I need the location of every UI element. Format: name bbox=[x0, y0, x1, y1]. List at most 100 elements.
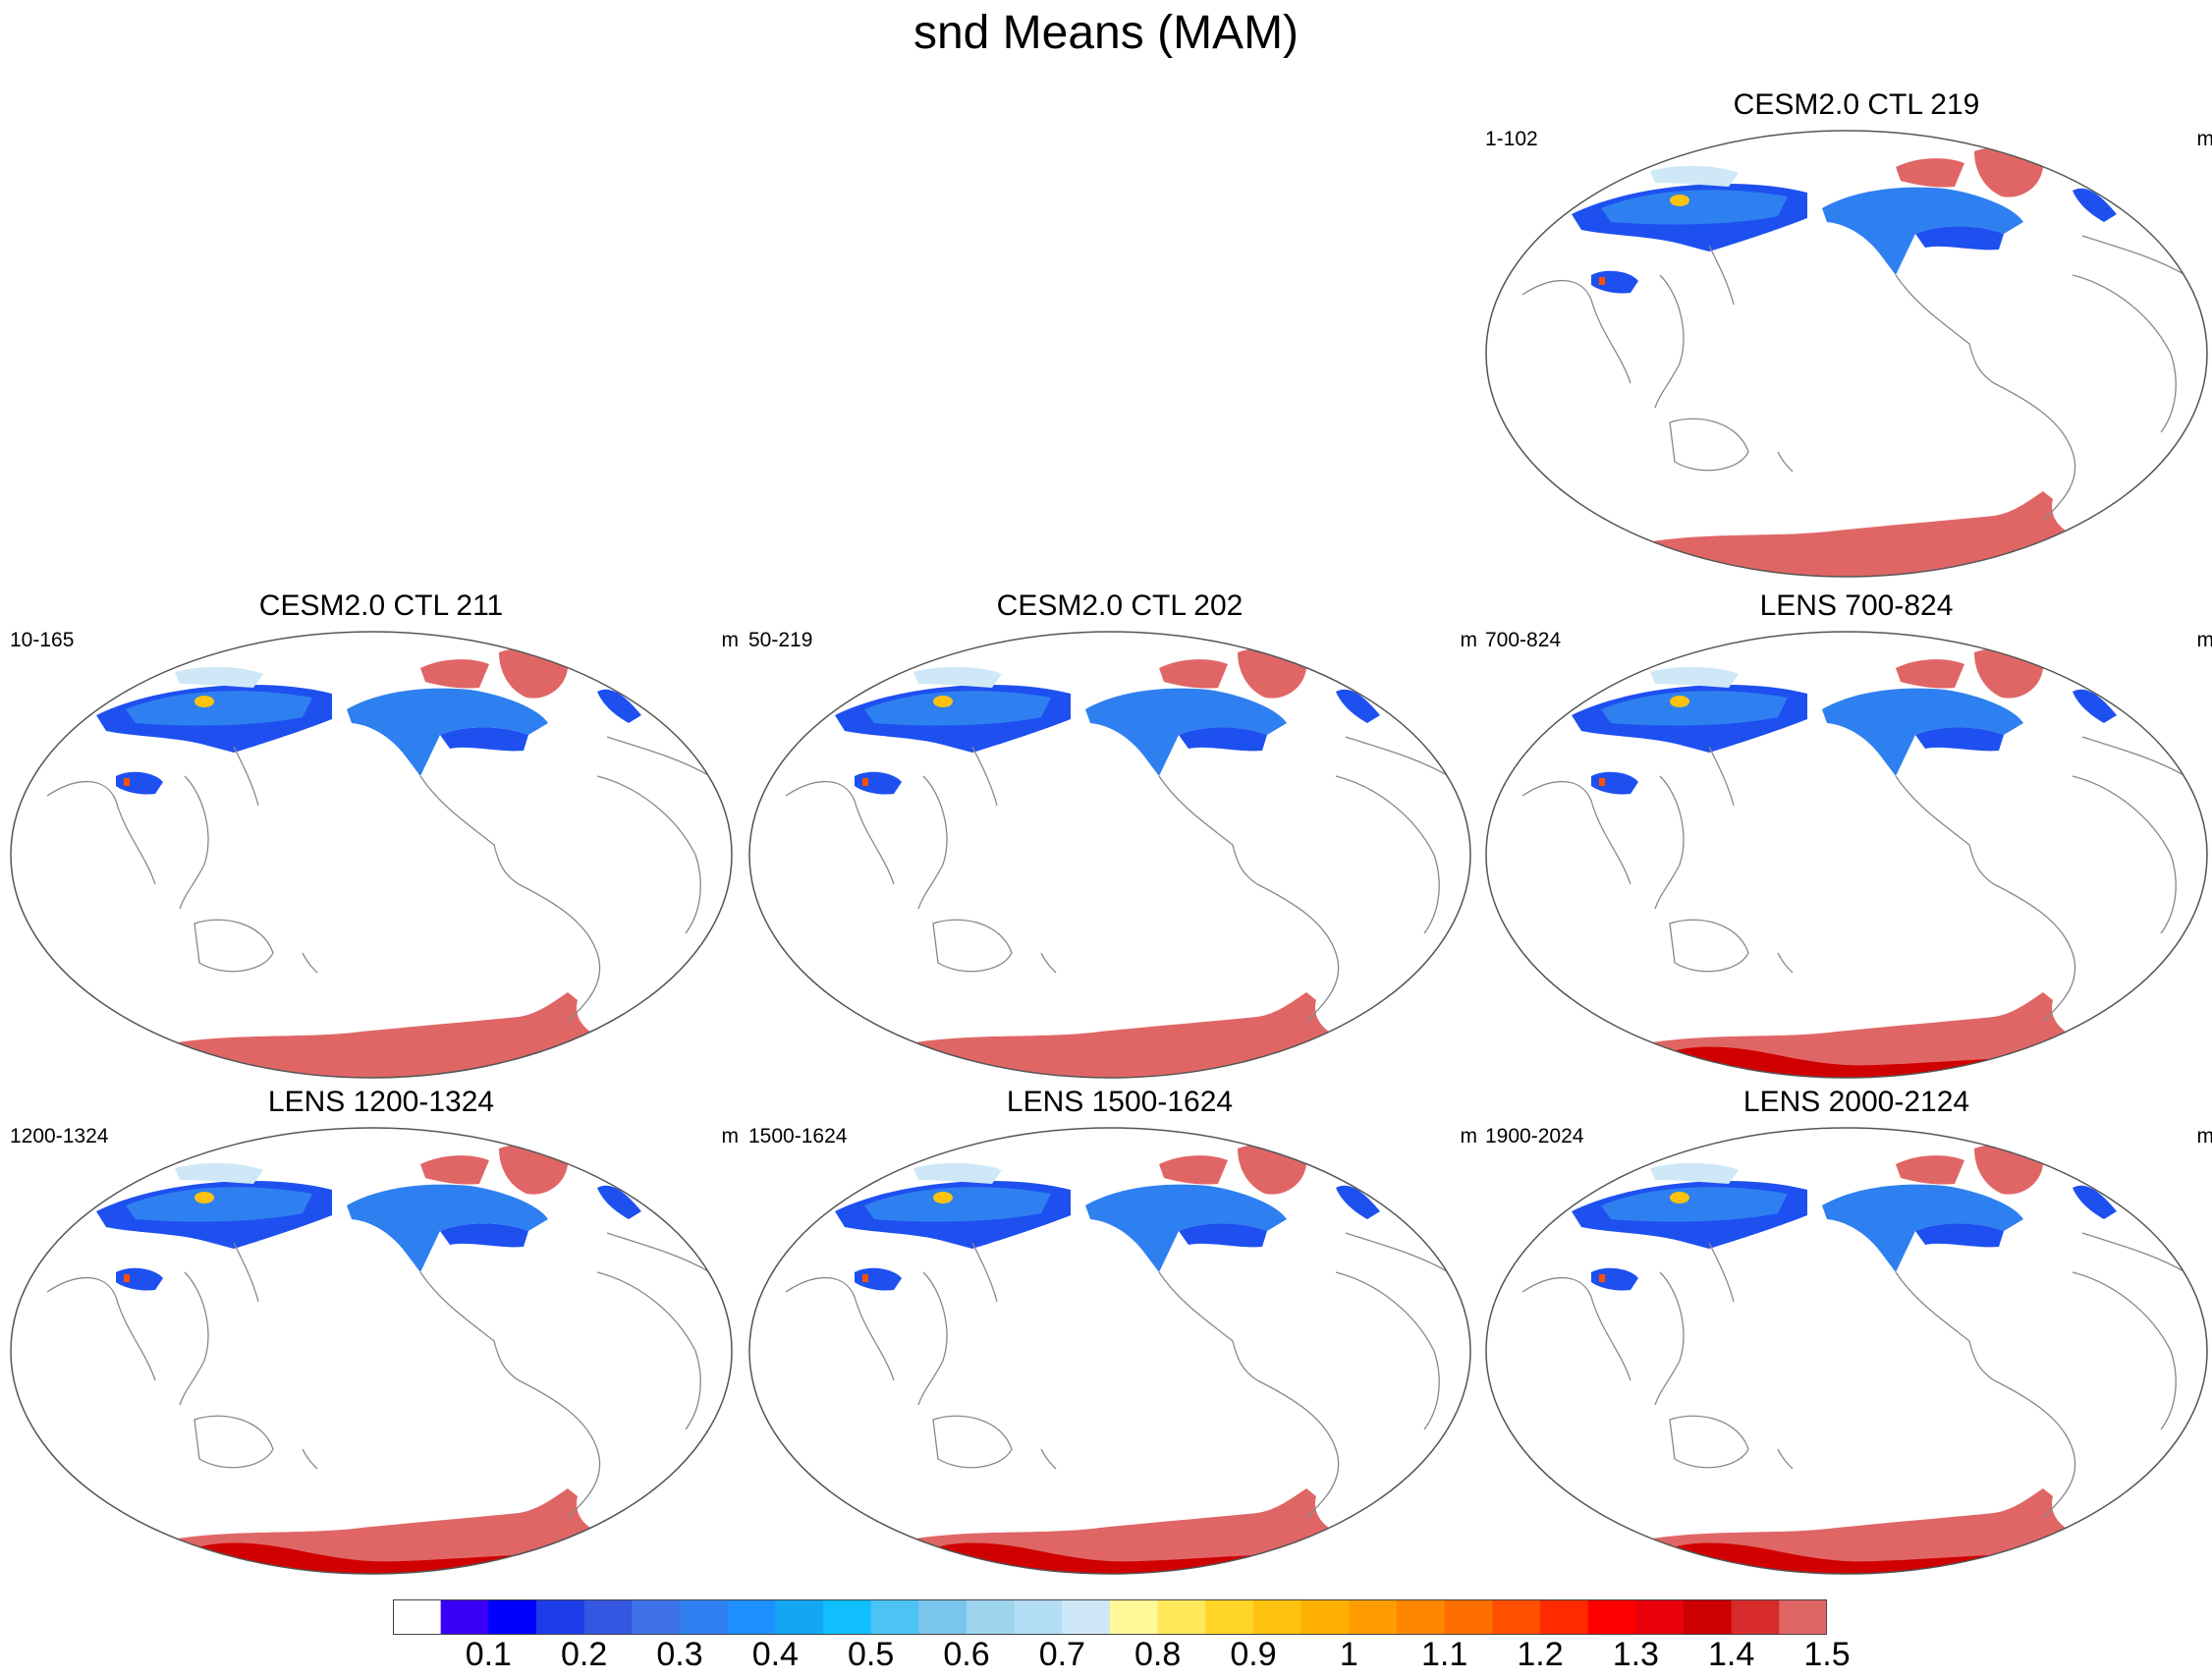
coastline bbox=[1895, 1271, 1995, 1381]
scandinavia-snow bbox=[2073, 689, 2117, 723]
siberia-snow-light bbox=[913, 1162, 1002, 1184]
panel-units: m bbox=[2196, 128, 2212, 150]
colorbar-tick-label: 1 bbox=[1339, 1636, 1358, 1673]
world-map bbox=[1485, 631, 2208, 1079]
coastline bbox=[46, 780, 156, 885]
siberia-snow-light bbox=[1650, 165, 1739, 187]
colorbar-tick-label: 0.3 bbox=[656, 1636, 703, 1673]
antarctica-ice bbox=[884, 992, 1355, 1078]
siberia-snow-light bbox=[1650, 666, 1739, 688]
namerica-snow bbox=[1085, 1184, 1287, 1272]
colorbar-swatch bbox=[775, 1599, 824, 1635]
colorbar-swatch bbox=[1300, 1599, 1350, 1635]
coastline bbox=[1777, 1448, 1794, 1470]
scandinavia-snow bbox=[2073, 1185, 2117, 1219]
snow-hotspot bbox=[933, 1192, 953, 1204]
world-map bbox=[1485, 130, 2208, 578]
coastline bbox=[785, 1276, 895, 1381]
eurasia-snow-mid bbox=[126, 1187, 312, 1222]
world-map bbox=[10, 1127, 733, 1575]
coastline bbox=[1708, 245, 1735, 306]
colorbar-swatch bbox=[1157, 1599, 1206, 1635]
arctic-islands-ice bbox=[1896, 1155, 1964, 1185]
coastline bbox=[302, 952, 318, 974]
coastline bbox=[932, 1415, 1013, 1469]
snow-hotspot bbox=[933, 696, 953, 707]
tibet-snow bbox=[855, 771, 902, 795]
coastline bbox=[1777, 952, 1794, 974]
coastline bbox=[606, 736, 711, 777]
coastline bbox=[2081, 736, 2186, 777]
antarctica-ice bbox=[1621, 491, 2092, 577]
map-panel: CESM2.0 CTL 211 10-165 m bbox=[8, 589, 754, 1100]
coastline bbox=[179, 1271, 209, 1406]
coastline bbox=[971, 746, 998, 807]
panel-title: CESM2.0 CTL 211 bbox=[258, 589, 504, 622]
colorbar-swatch bbox=[440, 1599, 489, 1635]
coastline bbox=[233, 1242, 259, 1303]
colorbar-tick-label: 0.7 bbox=[1038, 1636, 1085, 1673]
panel-units: m bbox=[2196, 1125, 2212, 1148]
coastline bbox=[2081, 1232, 2186, 1273]
coastline bbox=[1708, 746, 1735, 807]
tibet-snow bbox=[855, 1267, 902, 1291]
tibet-snow bbox=[1591, 270, 1638, 294]
coastline bbox=[917, 775, 948, 910]
tibet-snow bbox=[1591, 1267, 1638, 1291]
coastline bbox=[46, 1276, 156, 1381]
map-panel: LENS 700-824 700-824 m bbox=[1483, 589, 2212, 1100]
coastline bbox=[419, 1271, 520, 1381]
namerica-snow-low bbox=[440, 1223, 528, 1248]
tibet-snow bbox=[116, 771, 163, 795]
figure-title: snd Means (MAM) bbox=[912, 7, 1300, 59]
colorbar-labels: 0.1 0.2 0.3 0.4 0.5 0.6 0.7 0.8 0.9 1 1.1 1.2 1.3 1.4… bbox=[393, 1636, 1851, 1679]
coastline bbox=[1345, 1232, 1450, 1273]
arctic-islands-ice bbox=[1159, 659, 1228, 689]
colorbar-swatch bbox=[1731, 1599, 1780, 1635]
coastline bbox=[1654, 274, 1685, 409]
siberia-snow-light bbox=[913, 666, 1002, 688]
namerica-snow-low bbox=[1915, 727, 2004, 752]
colorbar-swatch bbox=[488, 1599, 537, 1635]
colorbar-swatch bbox=[918, 1599, 968, 1635]
colorbar-swatch bbox=[680, 1599, 729, 1635]
coastline bbox=[1335, 1271, 1440, 1430]
colorbar-swatch bbox=[1062, 1599, 1111, 1635]
colorbar-swatch bbox=[1444, 1599, 1493, 1635]
coastline bbox=[2081, 235, 2186, 276]
siberia-snow-light bbox=[175, 666, 263, 688]
colorbar-swatch bbox=[1779, 1599, 1827, 1635]
eurasia-snow-mid bbox=[864, 691, 1051, 726]
map-boundary bbox=[1485, 130, 2208, 578]
tibet-snow bbox=[116, 1267, 163, 1291]
map-panel: LENS 1500-1624 1500-1624 m bbox=[747, 1086, 1493, 1596]
colorbar-swatch bbox=[823, 1599, 872, 1635]
coastline bbox=[179, 775, 209, 910]
world-map bbox=[748, 1127, 1471, 1575]
coastline bbox=[932, 919, 1013, 973]
panel-title: LENS 1500-1624 bbox=[1006, 1086, 1234, 1118]
snow-hotspot bbox=[194, 696, 214, 707]
colorbar-swatch bbox=[1253, 1599, 1302, 1635]
scandinavia-snow bbox=[597, 1185, 641, 1219]
map-panel: LENS 2000-2124 1900-2024 m bbox=[1483, 1086, 2212, 1596]
colorbar-swatch bbox=[727, 1599, 776, 1635]
map-boundary bbox=[748, 1127, 1471, 1575]
tibet-hotspot bbox=[124, 778, 130, 786]
colorbar-swatch bbox=[632, 1599, 681, 1635]
colorbar-tick-label: 0.2 bbox=[561, 1636, 608, 1673]
coastline bbox=[1708, 1242, 1735, 1303]
tibet-hotspot bbox=[1599, 1274, 1605, 1282]
coastline bbox=[606, 1232, 711, 1273]
snow-hotspot bbox=[1670, 1192, 1689, 1204]
snow-hotspot bbox=[194, 1192, 214, 1204]
colorbar bbox=[393, 1599, 1827, 1635]
namerica-snow-low bbox=[1179, 1223, 1267, 1248]
panel-year-range: 1500-1624 bbox=[748, 1125, 848, 1148]
colorbar-tick-label: 0.5 bbox=[848, 1636, 895, 1673]
coastline bbox=[1777, 451, 1794, 473]
panel-year-range: 700-824 bbox=[1485, 629, 1562, 651]
coastline bbox=[1158, 1271, 1258, 1381]
colorbar-tick-label: 0.4 bbox=[751, 1636, 799, 1673]
coastline bbox=[1345, 736, 1450, 777]
